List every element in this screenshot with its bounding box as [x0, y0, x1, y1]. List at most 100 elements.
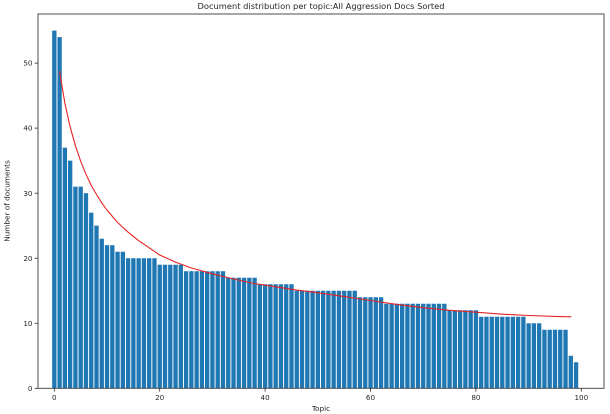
bar	[473, 310, 479, 389]
bar	[558, 329, 563, 389]
x-tick-label: 100	[574, 393, 588, 402]
bar	[241, 277, 247, 389]
bar	[168, 264, 173, 389]
x-axis-label: Topic	[311, 404, 331, 413]
bar	[262, 284, 268, 389]
bar	[210, 271, 215, 389]
bar	[537, 323, 542, 389]
bar	[299, 290, 305, 389]
bar	[373, 297, 378, 389]
bar	[236, 277, 241, 389]
bar	[257, 284, 263, 389]
bar	[531, 323, 537, 389]
bar	[273, 284, 278, 389]
bar	[384, 303, 389, 389]
bar	[115, 251, 120, 389]
y-tick-label: 30	[23, 189, 33, 198]
bar	[205, 271, 210, 389]
bar	[194, 271, 199, 389]
bar	[67, 160, 73, 389]
bar	[78, 186, 83, 389]
bar	[457, 310, 463, 389]
x-tick-label: 60	[366, 393, 376, 402]
bar	[510, 316, 515, 389]
bar	[83, 193, 89, 389]
y-tick-label: 20	[23, 254, 33, 263]
x-tick-label: 20	[155, 393, 165, 402]
bar	[500, 316, 505, 389]
bar	[394, 303, 400, 389]
bar	[352, 290, 357, 389]
bar	[231, 277, 236, 389]
bar	[442, 303, 447, 389]
bar	[268, 284, 273, 389]
bar	[199, 271, 205, 389]
x-tick-label: 40	[261, 393, 271, 402]
bar	[368, 297, 373, 389]
bar	[436, 303, 442, 389]
y-tick-label: 10	[23, 319, 33, 328]
bar	[52, 30, 57, 389]
bar	[410, 303, 415, 389]
bar	[415, 303, 421, 389]
bar	[315, 290, 320, 389]
bar	[468, 310, 473, 389]
bar	[57, 37, 62, 389]
bar	[99, 238, 104, 389]
bar	[136, 258, 141, 389]
bar	[431, 303, 436, 389]
bar	[73, 186, 78, 389]
bar	[547, 329, 552, 389]
bar	[62, 147, 68, 389]
bar	[463, 310, 468, 389]
bar	[247, 277, 252, 389]
bar	[479, 316, 484, 389]
bar	[526, 323, 531, 389]
bar	[552, 329, 558, 389]
bar	[94, 225, 99, 389]
bar	[310, 290, 315, 389]
bar	[542, 329, 547, 389]
bar	[363, 297, 368, 389]
bar	[294, 290, 299, 389]
bar	[173, 264, 178, 389]
bar	[141, 258, 147, 389]
bar	[489, 316, 494, 389]
bar	[289, 284, 294, 389]
bar	[484, 316, 489, 389]
bar	[378, 297, 384, 389]
bars-group	[52, 30, 579, 389]
bar	[357, 297, 363, 389]
bar	[157, 264, 162, 389]
bar	[515, 316, 521, 389]
bar	[505, 316, 510, 389]
bar	[426, 303, 431, 389]
y-tick-label: 40	[23, 124, 33, 133]
bar	[568, 355, 573, 389]
bar	[447, 310, 452, 389]
bar	[336, 290, 342, 389]
bar	[400, 303, 405, 389]
bar	[147, 258, 152, 389]
bar	[421, 303, 426, 389]
x-tick-label: 80	[471, 393, 481, 402]
bar	[521, 316, 526, 389]
bar	[284, 284, 289, 389]
bar	[104, 245, 110, 389]
bar	[331, 290, 336, 389]
bar	[220, 271, 226, 389]
bar	[189, 271, 194, 389]
bar	[320, 290, 326, 389]
bar	[563, 329, 568, 389]
bar	[215, 271, 220, 389]
chart-title: Document distribution per topic:All Aggr…	[197, 1, 445, 11]
bar	[494, 316, 500, 389]
bar	[278, 284, 284, 389]
bar	[152, 258, 157, 389]
bar	[452, 310, 458, 389]
y-axis-label: Number of documents	[2, 160, 12, 242]
bar	[183, 271, 189, 389]
trend-line	[59, 71, 572, 318]
